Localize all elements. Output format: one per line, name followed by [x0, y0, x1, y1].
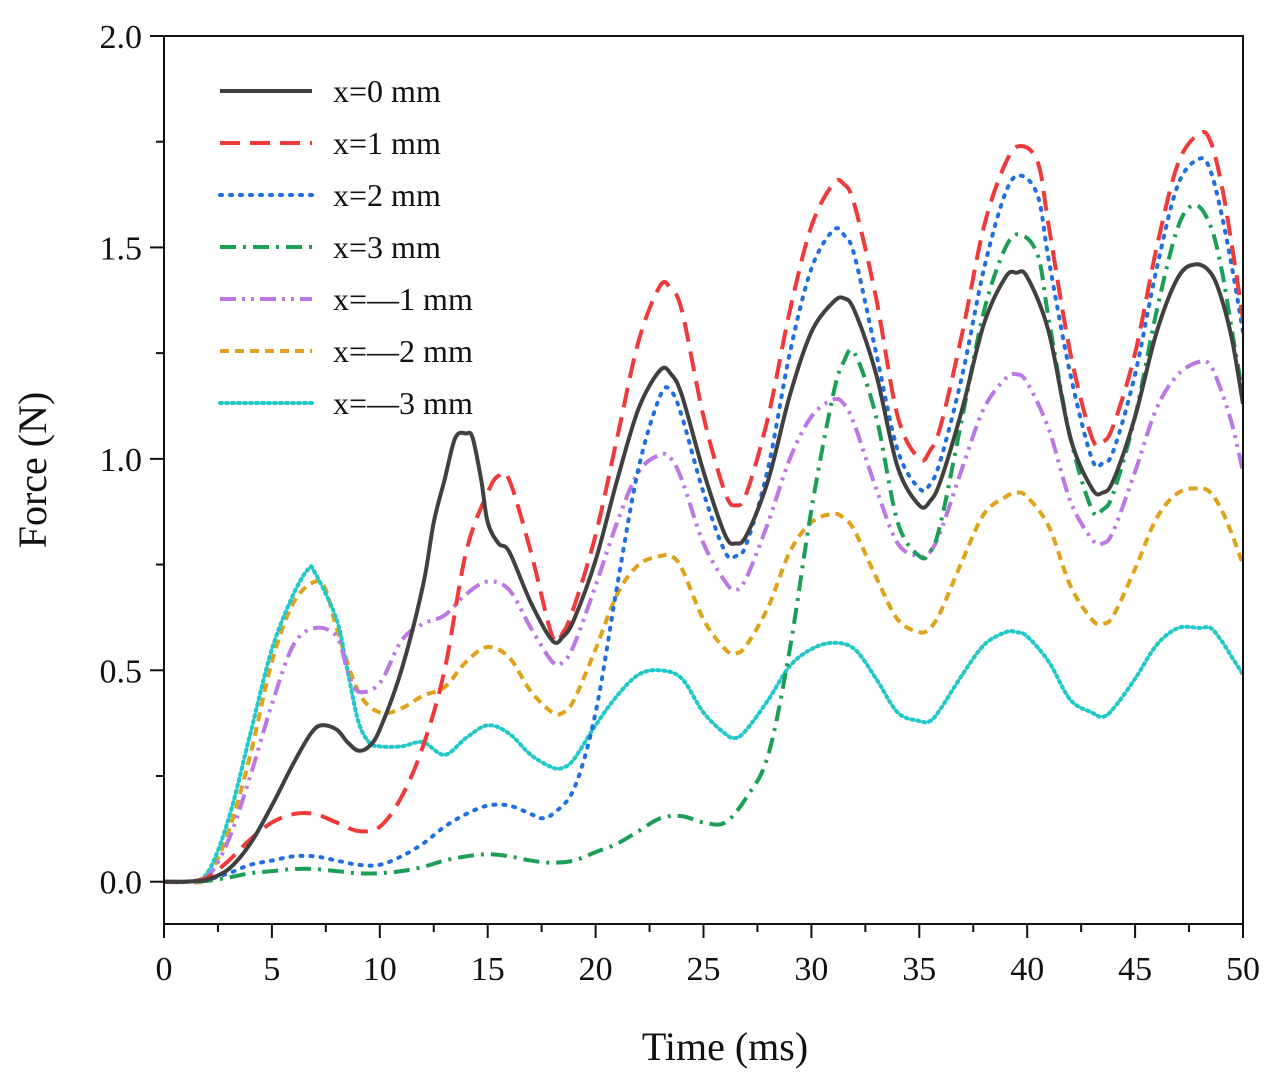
x-tick-label: 50 [1226, 951, 1260, 988]
y-tick-label: 1.0 [100, 442, 143, 479]
legend-item-1: x=0 mm [220, 73, 441, 109]
y-tick-label: 2.0 [100, 19, 143, 56]
x-tick-label: 40 [1010, 951, 1044, 988]
legend-item-2: x=1 mm [220, 125, 441, 161]
legend: x=0 mm x=1 mm x=2 mm x=3 mm x=—1 mm x=—2 mm x=… [218, 73, 473, 421]
x-axis-title: Time (ms) [642, 1024, 808, 1069]
legend-item-5: x=—1 mm [220, 281, 473, 317]
y-axis-ticks: 0.0 0.5 1.0 1.5 2.0 [100, 19, 164, 902]
y-tick-label: 0.0 [100, 865, 143, 902]
legend-label: x=—3 mm [333, 385, 473, 421]
x-axis-ticks: 0 5 10 15 20 25 30 35 40 45 50 [156, 924, 1260, 988]
legend-label: x=1 mm [333, 125, 441, 161]
x-tick-label: 45 [1118, 951, 1152, 988]
legend-item-4: x=3 mm [220, 229, 441, 265]
x-tick-label: 25 [687, 951, 721, 988]
y-tick-label: 0.5 [100, 653, 143, 690]
series-line-5 [164, 358, 1243, 885]
legend-label: x=—2 mm [333, 333, 473, 369]
x-tick-label: 5 [263, 951, 280, 988]
x-tick-label: 0 [156, 951, 173, 988]
legend-label: x=2 mm [333, 177, 441, 213]
y-tick-label: 1.5 [100, 230, 143, 267]
x-tick-label: 35 [902, 951, 936, 988]
legend-label: x=3 mm [333, 229, 441, 265]
legend-label: x=0 mm [333, 73, 441, 109]
series-line-4 [164, 203, 1243, 884]
plot-frame [163, 35, 1244, 925]
legend-item-6: x=—2 mm [220, 333, 473, 369]
series-line-6 [164, 486, 1243, 885]
x-tick-label: 15 [471, 951, 505, 988]
legend-item-7: x=—3 mm [218, 385, 473, 421]
x-tick-label: 30 [794, 951, 828, 988]
series-layer [164, 129, 1243, 885]
y-axis-title: Force (N) [10, 392, 55, 549]
x-tick-label: 20 [579, 951, 613, 988]
x-tick-label: 10 [363, 951, 397, 988]
legend-item-3: x=2 mm [218, 177, 441, 213]
legend-label: x=—1 mm [333, 281, 473, 317]
series-line-1 [164, 262, 1243, 884]
series-line-2 [164, 129, 1243, 885]
